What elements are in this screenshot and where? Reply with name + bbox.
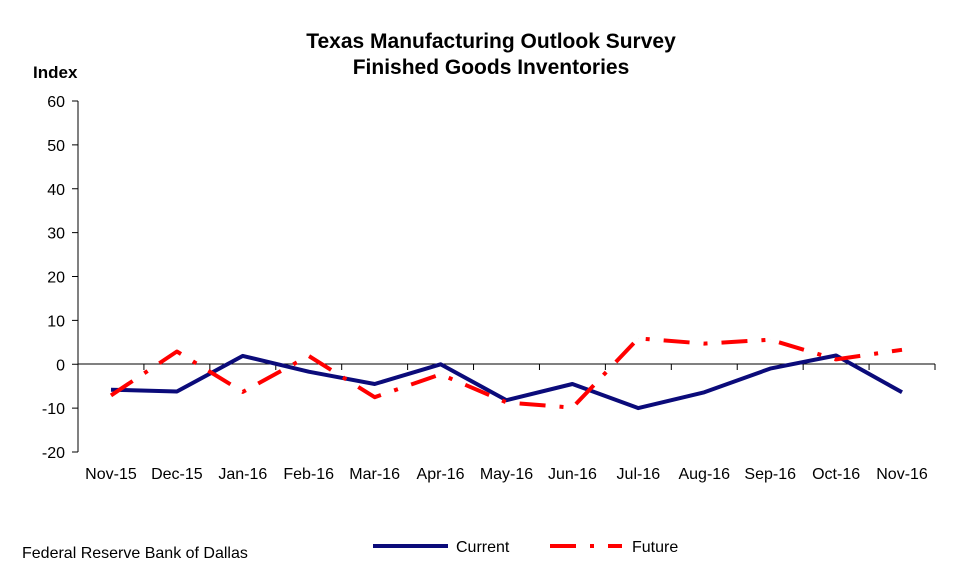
- legend-label-future: Future: [632, 539, 678, 556]
- legend: Current Future: [373, 539, 678, 556]
- series-lines: [109, 336, 903, 411]
- y-tick-label: 0: [56, 357, 65, 374]
- x-tick-label: May-16: [480, 466, 533, 483]
- source-note: Federal Reserve Bank of Dallas: [22, 545, 248, 562]
- chart-subtitle: Finished Goods Inventories: [353, 56, 630, 79]
- y-axis-label: Index: [33, 63, 78, 82]
- y-tick-label: 40: [47, 182, 65, 199]
- y-tick-label: 30: [47, 226, 65, 243]
- y-tick-label: 60: [47, 94, 65, 111]
- y-tick-label: 20: [47, 270, 65, 287]
- x-tick-label: Dec-15: [151, 466, 203, 483]
- y-tick-label: 50: [47, 138, 65, 155]
- x-tick-label: Oct-16: [812, 466, 860, 483]
- chart-title: Texas Manufacturing Outlook Survey: [306, 30, 676, 53]
- x-tick-label: Jun-16: [548, 466, 597, 483]
- x-tick-label: Jul-16: [617, 466, 661, 483]
- x-tick-label: Aug-16: [678, 466, 730, 483]
- y-tick-label: 10: [47, 313, 65, 330]
- x-tick-label: Mar-16: [349, 466, 400, 483]
- y-tick-label: -10: [42, 401, 65, 418]
- x-tick-label: Apr-16: [417, 466, 465, 483]
- x-tick-label: Sep-16: [744, 466, 796, 483]
- x-tick-label: Feb-16: [283, 466, 334, 483]
- x-tick-label: Nov-15: [85, 466, 137, 483]
- y-tick-label: -20: [42, 445, 65, 462]
- series-line-future: [109, 336, 903, 410]
- x-tick-label: Jan-16: [218, 466, 267, 483]
- axes: 60 50 40 30 20 10 0 -10 -20 Nov-15 Dec-15 Jan-16 Feb…: [42, 94, 936, 483]
- x-tick-label: Nov-16: [876, 466, 928, 483]
- legend-label-current: Current: [456, 539, 510, 556]
